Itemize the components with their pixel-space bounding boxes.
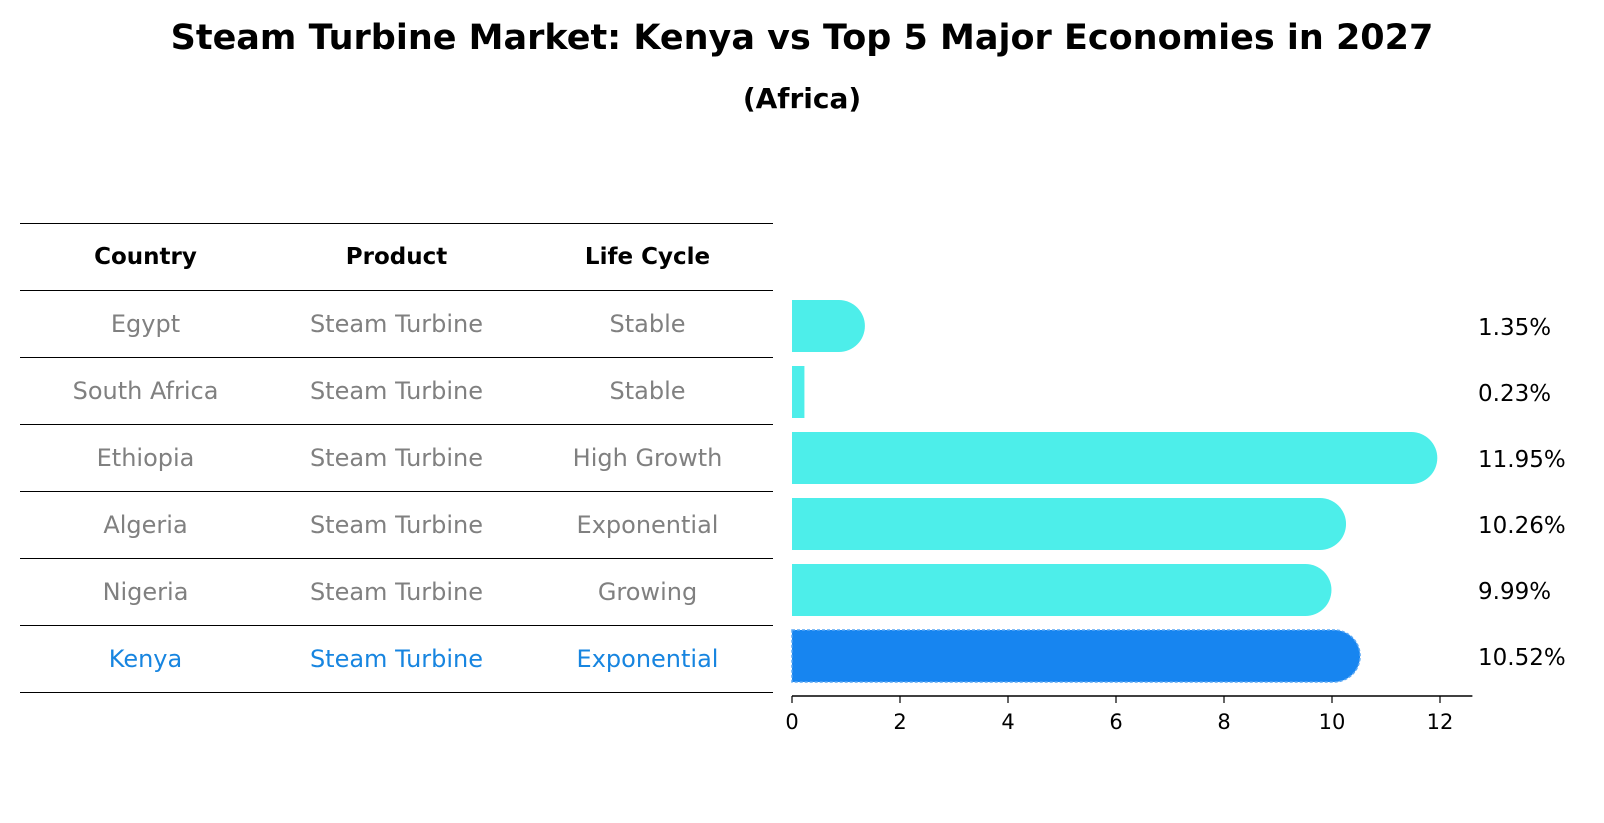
cell-country: Ethiopia bbox=[96, 444, 195, 472]
cell-product: Steam Turbine bbox=[309, 310, 484, 338]
x-tick-label: 12 bbox=[1427, 710, 1454, 734]
bar-ethiopia bbox=[792, 432, 1438, 484]
header-life-cycle: Life Cycle bbox=[584, 244, 711, 270]
market-table: Country Product Life Cycle Egypt Steam T… bbox=[20, 223, 773, 693]
value-label: 10.52% bbox=[1478, 645, 1566, 671]
cell-life-cycle: Stable bbox=[609, 310, 686, 338]
cell-life-cycle: Exponential bbox=[576, 645, 719, 673]
x-tick-label: 4 bbox=[1001, 710, 1014, 734]
cell-country: Algeria bbox=[103, 511, 188, 539]
x-tick-label: 2 bbox=[893, 710, 906, 734]
cell-country: South Africa bbox=[72, 377, 219, 405]
x-tick-label: 8 bbox=[1217, 710, 1230, 734]
value-label: 1.35% bbox=[1478, 315, 1551, 341]
x-tick-label: 0 bbox=[785, 710, 798, 734]
x-tick-label: 10 bbox=[1319, 710, 1346, 734]
table-row: Egypt Steam Turbine Stable bbox=[20, 291, 773, 358]
bar-algeria bbox=[792, 498, 1347, 550]
cell-product: Steam Turbine bbox=[309, 578, 484, 606]
cell-life-cycle: High Growth bbox=[572, 444, 723, 472]
header-country: Country bbox=[94, 244, 197, 270]
table-row: South Africa Steam Turbine Stable bbox=[20, 358, 773, 425]
chart-subtitle: (Africa) bbox=[742, 82, 862, 115]
table-row: Ethiopia Steam Turbine High Growth bbox=[20, 425, 773, 492]
cell-country: Egypt bbox=[110, 310, 181, 338]
x-tick-label: 6 bbox=[1109, 710, 1122, 734]
cell-country: Nigeria bbox=[102, 578, 189, 606]
chart-title: Steam Turbine Market: Kenya vs Top 5 Maj… bbox=[170, 18, 1434, 58]
cell-product: Steam Turbine bbox=[309, 511, 484, 539]
cell-country: Kenya bbox=[108, 645, 183, 673]
cell-life-cycle: Exponential bbox=[576, 511, 719, 539]
table-header-row: Country Product Life Cycle bbox=[20, 223, 773, 291]
value-label: 0.23% bbox=[1478, 381, 1551, 407]
table-row: Algeria Steam Turbine Exponential bbox=[20, 492, 773, 559]
value-label: 10.26% bbox=[1478, 513, 1566, 539]
cell-product: Steam Turbine bbox=[309, 645, 484, 673]
bar-nigeria bbox=[792, 564, 1332, 616]
bar-kenya bbox=[791, 629, 1361, 683]
cell-life-cycle: Stable bbox=[609, 377, 686, 405]
cell-product: Steam Turbine bbox=[309, 377, 484, 405]
header-product: Product bbox=[345, 244, 448, 270]
cell-life-cycle: Growing bbox=[597, 578, 698, 606]
bar-south-africa bbox=[792, 366, 805, 418]
value-label: 9.99% bbox=[1478, 579, 1551, 605]
table-row-highlighted: Kenya Steam Turbine Exponential bbox=[20, 626, 773, 693]
bar-egypt bbox=[792, 300, 865, 352]
table-row: Nigeria Steam Turbine Growing bbox=[20, 559, 773, 626]
cell-product: Steam Turbine bbox=[309, 444, 484, 472]
value-label: 11.95% bbox=[1478, 447, 1566, 473]
